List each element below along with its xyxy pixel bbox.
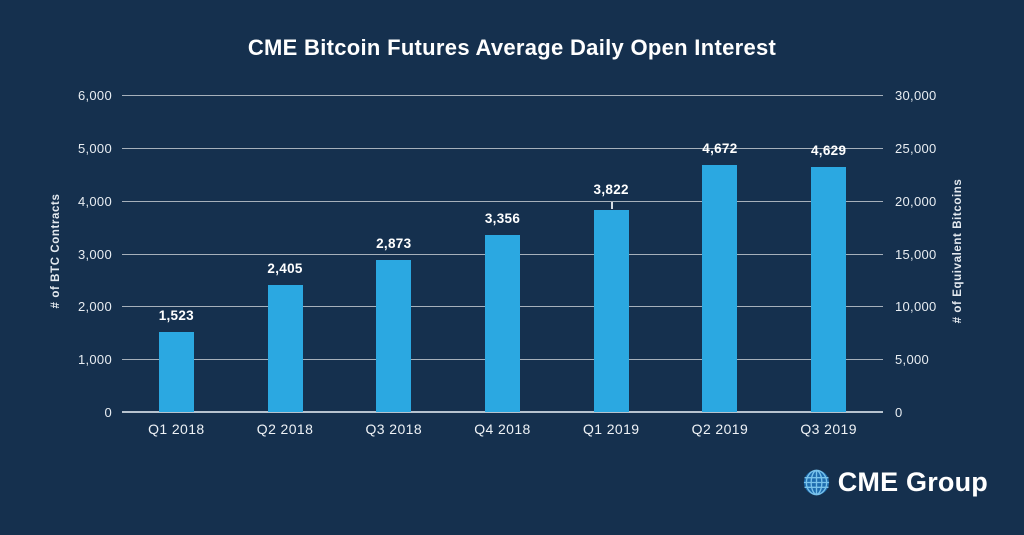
x-axis-label-q1-2018: Q1 2018 <box>148 421 205 437</box>
y-axis-right-tick: 5,000 <box>895 352 930 368</box>
y-axis-left-tick: 0 <box>104 405 112 420</box>
gridline <box>122 147 883 149</box>
bar-q1-2018 <box>158 331 194 412</box>
y-axis-right-tick: 20,000 <box>895 193 937 209</box>
label-leader-line <box>611 202 613 210</box>
y-axis-left-tick: 2,000 <box>77 299 112 315</box>
x-axis-label-q4-2018: Q4 2018 <box>474 421 531 437</box>
bar-q2-2019 <box>702 165 738 412</box>
x-axis-label-q2-2018: Q2 2018 <box>256 421 314 437</box>
bar-q1-2019 <box>593 210 629 412</box>
bar-value-label: 3,822 <box>593 182 629 198</box>
bar-q3-2019 <box>811 167 847 412</box>
y-axis-right-tick: 30,000 <box>895 88 937 103</box>
bar-q3-2018 <box>376 260 412 412</box>
x-axis-label-q3-2018: Q3 2018 <box>365 421 423 437</box>
gridline <box>122 95 883 96</box>
bar-q2-2018 <box>267 284 303 412</box>
bar-value-label: 2,873 <box>376 236 412 252</box>
x-axis-label-q1-2019: Q1 2019 <box>582 421 640 437</box>
y-axis-left-tick: 5,000 <box>77 140 112 156</box>
gridline <box>122 200 883 202</box>
bar-value-label: 4,672 <box>702 141 738 157</box>
logo-text: CME Group <box>837 467 988 497</box>
y-axis-left-tick: 6,000 <box>77 88 112 103</box>
bar-value-label: 2,405 <box>267 260 303 276</box>
y-axis-left-tick: 1,000 <box>77 352 112 368</box>
y-axis-left-tick: 3,000 <box>77 246 112 262</box>
y-axis-right-tick: 25,000 <box>895 140 937 156</box>
bar-value-label: 3,356 <box>484 210 521 226</box>
bar-value-label: 4,629 <box>810 143 847 159</box>
y-axis-right-tick: 10,000 <box>895 299 937 315</box>
y-axis-right-tick: 15,000 <box>895 246 937 262</box>
y-axis-left-tick: 4,000 <box>77 193 112 209</box>
cme-group-logo: CME Group <box>802 467 988 498</box>
globe-icon <box>803 469 829 496</box>
bar-value-label: 1,523 <box>158 307 194 323</box>
x-axis-line <box>122 411 883 413</box>
chart-title: CME Bitcoin Futures Average Daily Open I… <box>247 35 777 60</box>
x-axis-label-q3-2019: Q3 2019 <box>800 421 857 437</box>
x-axis-label-q2-2019: Q2 2019 <box>691 421 749 437</box>
y-axis-right-tick: 0 <box>895 405 903 420</box>
bar-q4-2018 <box>485 234 520 412</box>
